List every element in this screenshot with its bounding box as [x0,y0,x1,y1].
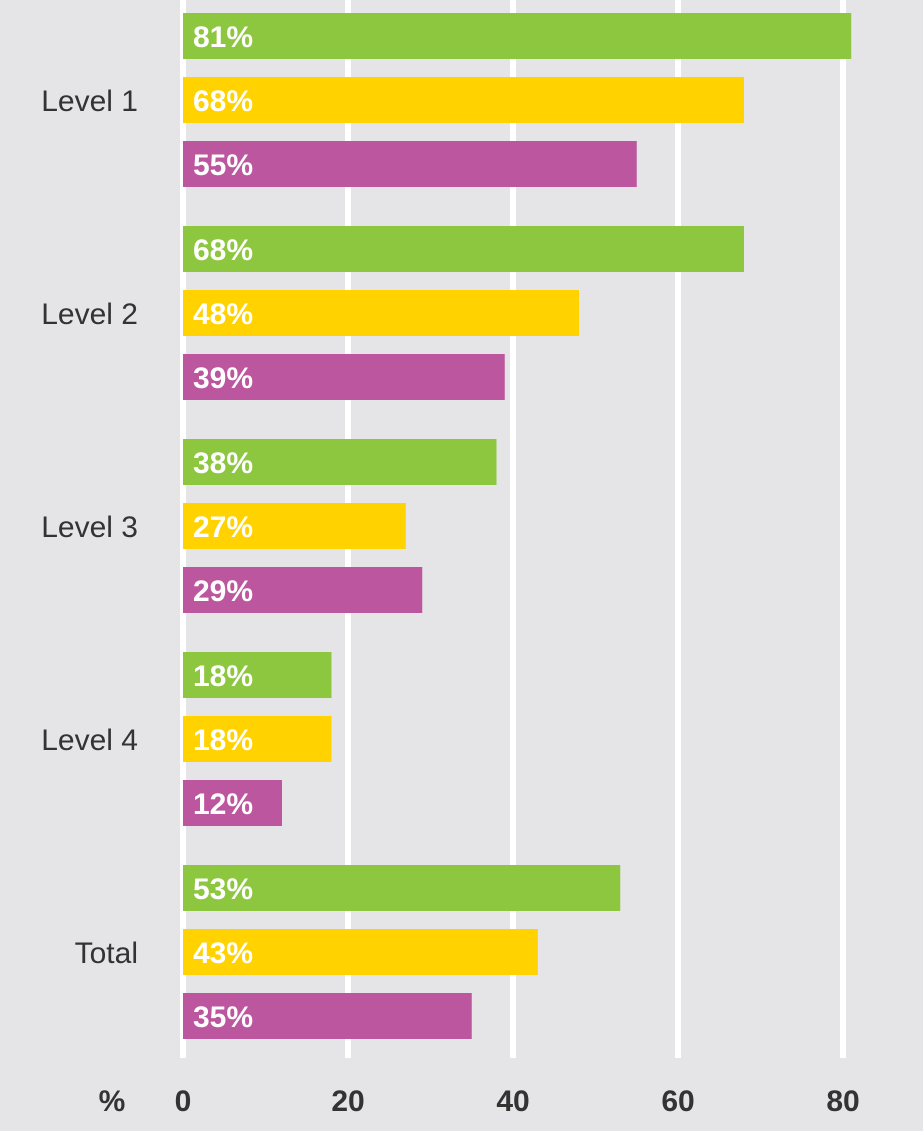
bar [183,567,423,613]
bar [183,439,497,485]
x-tick-label: 40 [496,1085,529,1118]
bar-value-label: 29% [193,575,253,608]
bar [183,993,472,1039]
bar [183,716,332,762]
bar-value-label: 48% [193,298,253,331]
category-label: Level 4 [41,724,138,757]
bar-value-label: 35% [193,1001,253,1034]
bar [183,652,332,698]
bar [183,226,744,272]
bar-value-label: 81% [193,21,253,54]
x-tick-label: 60 [661,1085,694,1118]
bar-value-label: 18% [193,660,253,693]
bar [183,13,852,59]
bar-value-label: 53% [193,873,253,906]
bar-value-label: 68% [193,85,253,118]
bar-value-label: 38% [193,447,253,480]
bar-value-label: 55% [193,149,253,182]
bar [183,77,744,123]
category-label: Level 3 [41,511,138,544]
x-tick-label: 20 [331,1085,364,1118]
bar [183,929,538,975]
category-label: Level 2 [41,298,138,331]
bar [183,354,505,400]
category-label: Total [75,937,138,970]
x-axis-ticks: 0 20 40 60 80 [175,1085,860,1118]
bar-value-label: 18% [193,724,253,757]
bar [183,141,637,187]
bar [183,290,579,336]
x-axis-unit-label: % [99,1085,126,1118]
bar-value-label: 39% [193,362,253,395]
bars: 81% 68% 55% 68% 48% 39% 38% 27% 29% 18% 18% 12% 53% 4… [183,13,852,1039]
x-tick-label: 0 [175,1085,192,1118]
bar-value-label: 12% [193,788,253,821]
bar-value-label: 27% [193,511,253,544]
bar-value-label: 43% [193,937,253,970]
bar [183,503,406,549]
category-label: Level 1 [41,85,138,118]
x-tick-label: 80 [826,1085,859,1118]
bar [183,865,621,911]
bar [183,780,282,826]
bar-value-label: 68% [193,234,253,267]
category-labels: Level 1 Level 2 Level 3 Level 4 Total [41,85,138,970]
